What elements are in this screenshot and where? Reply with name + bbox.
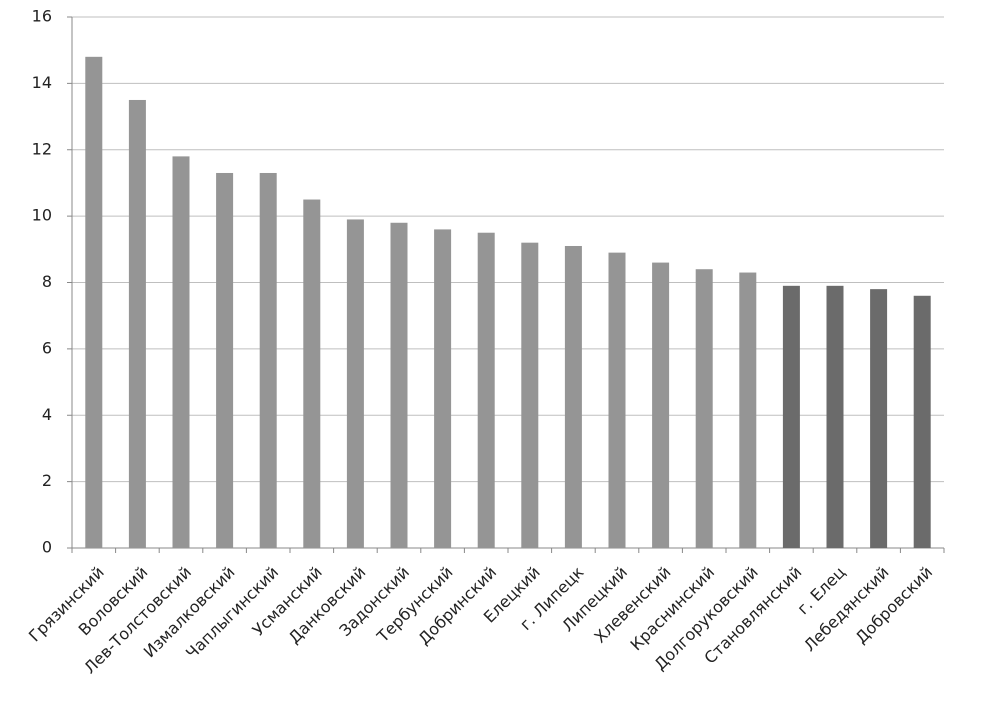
y-tick-label: 8 — [42, 272, 52, 291]
y-tick-label: 4 — [42, 405, 52, 424]
bar — [85, 56, 103, 548]
y-tick-label: 14 — [32, 73, 52, 92]
bar — [434, 229, 452, 548]
y-tick-label: 10 — [32, 206, 52, 225]
bar — [739, 272, 757, 548]
bar — [870, 289, 888, 548]
bar — [128, 99, 146, 548]
x-tick-label: Добровский — [852, 563, 937, 648]
bar — [608, 252, 626, 548]
y-tick-label: 0 — [42, 538, 52, 557]
bar — [390, 222, 408, 548]
bar — [172, 156, 190, 548]
bar — [477, 232, 495, 548]
bar — [521, 242, 539, 549]
y-tick-label: 16 — [32, 7, 52, 26]
bar — [782, 285, 800, 548]
y-tick-label: 6 — [42, 338, 52, 357]
bar — [346, 219, 364, 548]
bar — [652, 262, 670, 548]
bar — [695, 269, 713, 548]
bar — [259, 172, 277, 548]
bar — [826, 285, 844, 548]
y-tick-label: 12 — [32, 139, 52, 158]
y-tick-label: 2 — [42, 471, 52, 490]
bar — [564, 245, 582, 548]
bar — [303, 199, 321, 548]
bar — [216, 172, 234, 548]
bar — [913, 295, 931, 548]
